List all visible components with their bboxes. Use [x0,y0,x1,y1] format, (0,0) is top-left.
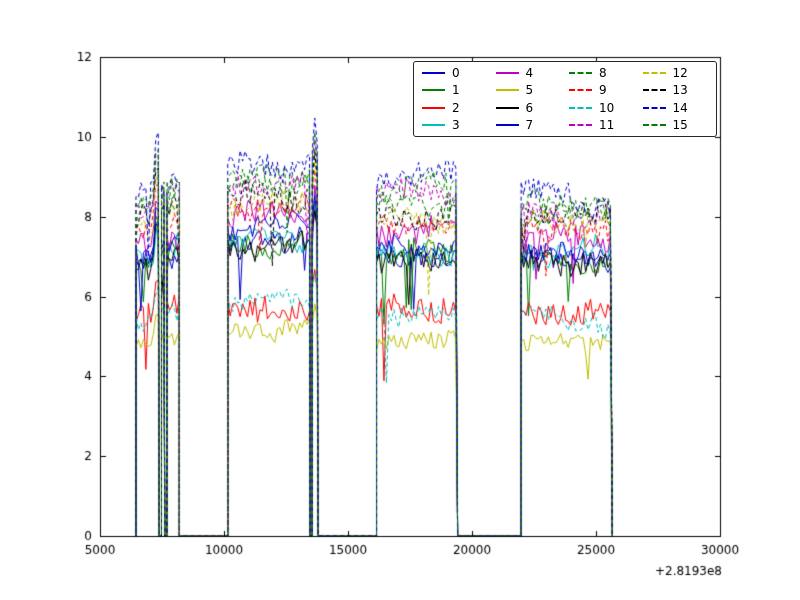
legend-item: 8 [565,67,639,79]
legend-line-sample [642,124,666,127]
legend-line-sample [569,71,592,74]
legend-item: 6 [492,102,566,114]
legend-item-label: 2 [452,100,460,115]
legend-line-sample [495,89,519,92]
legend-item: 3 [418,119,492,131]
legend-item: 9 [565,84,639,96]
legend-item: 5 [492,84,566,96]
legend-item: 14 [639,102,713,114]
legend-item: 1 [418,84,492,96]
legend-item-label: 14 [672,100,688,115]
legend-item-label: 8 [599,65,607,80]
legend-item-label: 12 [672,65,688,80]
legend-item-label: 7 [525,118,534,133]
legend-item-label: 3 [452,118,460,133]
legend-item-label: 4 [525,65,534,80]
legend-item-label: 13 [672,83,688,98]
legend-item-label: 10 [599,100,615,115]
legend-line-sample [642,89,666,92]
legend-line-sample [642,106,666,109]
legend-item: 10 [565,102,639,114]
legend-item: 4 [492,67,566,79]
legend-line-sample [495,71,519,74]
legend-line-sample [569,106,592,109]
legend-item-label: 15 [672,118,688,133]
legend-line-sample [422,89,445,92]
legend-item: 15 [639,119,713,131]
legend-item-label: 0 [452,65,460,80]
legend-line-sample [569,124,592,127]
legend-line-sample [422,71,445,74]
legend-item: 11 [565,119,639,131]
legend-item-label: 11 [599,118,615,133]
legend-item: 2 [418,102,492,114]
legend: 0 1 2 3 4 5 6 7 8 9 10 11 12 13 14 15 [413,61,717,137]
legend-item-label: 1 [452,83,460,98]
legend-line-sample [642,71,666,74]
legend-line-sample [495,124,519,127]
legend-item: 12 [639,67,713,79]
legend-line-sample [422,106,445,109]
legend-item-label: 9 [599,83,607,98]
legend-line-sample [569,89,592,92]
legend-line-sample [422,124,445,127]
legend-item: 13 [639,84,713,96]
legend-line-sample [495,106,519,109]
legend-item-label: 5 [525,83,534,98]
legend-item: 7 [492,119,566,131]
legend-item-label: 6 [525,100,534,115]
legend-item: 0 [418,67,492,79]
